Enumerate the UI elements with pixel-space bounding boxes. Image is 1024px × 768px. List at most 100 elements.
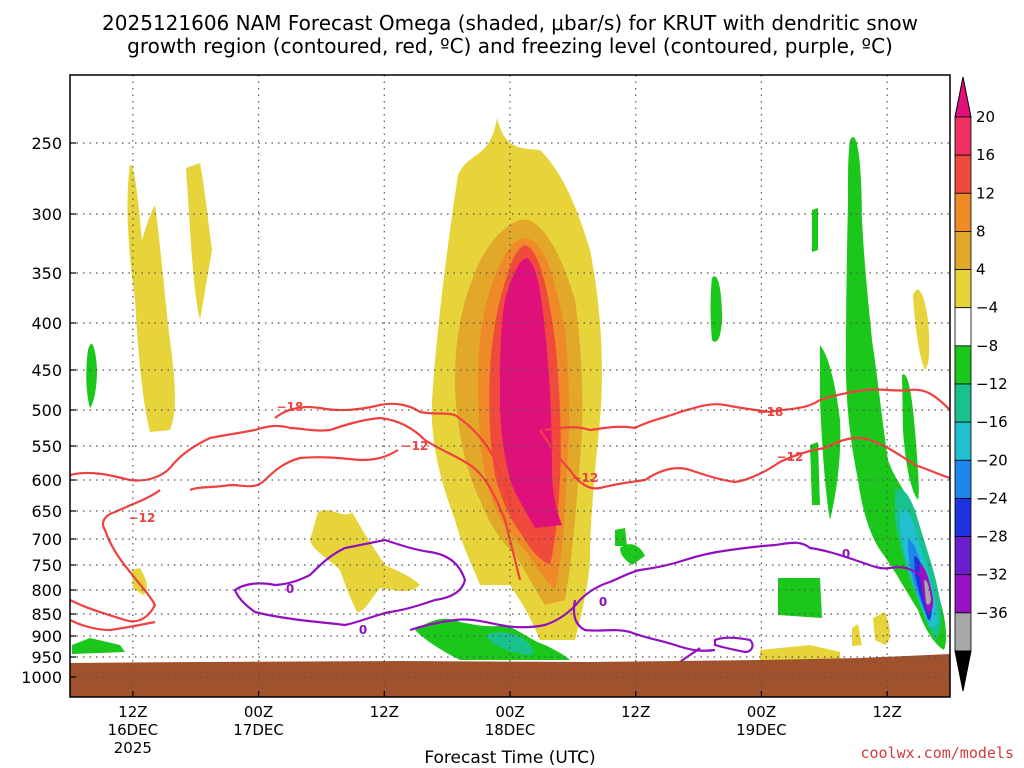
- colorbar-segment: [954, 192, 972, 232]
- omega-fill-neg4-r7: [902, 374, 919, 500]
- x-axis-label: Forecast Time (UTC): [424, 748, 595, 768]
- colorbar-segment: [954, 421, 972, 461]
- colorbar-level-label: 20: [976, 108, 995, 126]
- colorbar-segment: [954, 536, 972, 576]
- freezing-label-2: 0: [359, 623, 367, 637]
- omega-fill-4-left1: [127, 164, 175, 432]
- dgz-contour-minus12-left: [70, 424, 291, 482]
- omega-fill-neg4-r1: [710, 276, 722, 342]
- colorbar-level-label: 12: [976, 184, 995, 202]
- x-tick-label-date: 18DEC: [485, 721, 536, 739]
- colorbar-level-label: −28: [976, 528, 1008, 546]
- colorbar-level-label: −4: [976, 299, 998, 317]
- colorbar-level-label: 4: [976, 261, 986, 279]
- y-tick-label: 850: [31, 605, 62, 624]
- x-tick-label-year: 2025: [114, 739, 152, 757]
- y-tick-label: 550: [31, 437, 62, 456]
- ground-fill: [70, 654, 950, 697]
- dgz-contour-minus12-left2: [289, 416, 522, 581]
- colorbar-level-label: −24: [976, 489, 1008, 507]
- dgz-contour-minus18-right: [544, 388, 950, 432]
- colorbar-top-arrow: [954, 76, 972, 118]
- colorbar-level-label: −20: [976, 451, 1008, 469]
- dgz-label-1: −18: [277, 400, 304, 414]
- y-tick-label: 650: [31, 502, 62, 521]
- omega-fill-neg4-r6: [845, 137, 947, 650]
- dgz-contour-minus12-mid: [189, 449, 399, 492]
- y-tick-label: 300: [31, 205, 62, 224]
- colorbar-level-label: −16: [976, 413, 1008, 431]
- y-tick-label: 600: [31, 471, 62, 490]
- omega-fill-neg4-mid: [615, 528, 627, 546]
- dgz-contour-minus12-lowloop: [70, 489, 161, 623]
- freezing-contour-labels: 0 0 0 0: [286, 547, 850, 637]
- colorbar-segment: [954, 269, 972, 309]
- omega-fill-neg4-mid2: [620, 544, 645, 565]
- freezing-label-1: 0: [286, 582, 294, 596]
- omega-fill-neg8-surface: [485, 632, 533, 655]
- x-tick-label-time: 00Z: [495, 703, 524, 721]
- x-tick-label-date: 16DEC: [108, 721, 159, 739]
- plot-border: [69, 74, 951, 698]
- colorbar-segment: [954, 612, 972, 652]
- omega-fill-4-bottom: [760, 645, 840, 660]
- y-tick-label: 250: [31, 134, 62, 153]
- colorbar-bottom-arrow: [954, 650, 972, 692]
- colorbar-level-label: −12: [976, 375, 1008, 393]
- y-tick-label: 950: [31, 648, 62, 667]
- colorbar: 20 16 12 8 4 −4 −8 −12 −16 −20 −24 −28 −32 −36: [954, 76, 1008, 692]
- omega-fill-neg4-r4: [810, 442, 820, 505]
- omega-fill-neg4-r2: [812, 208, 818, 252]
- y-axis: 250 300 350 400 450 500 550 600 650 700 750 800 850 9…: [21, 134, 76, 687]
- chart-title-line1: 2025121606 NAM Forecast Omega (shaded, μ…: [102, 11, 918, 35]
- colorbar-segment: [954, 345, 972, 385]
- omega-fill-4-right3: [852, 624, 862, 646]
- omega-fill-4-left2: [186, 163, 212, 320]
- omega-fill-4-right2: [873, 612, 890, 645]
- colorbar-segment: [954, 459, 972, 499]
- omega-fill-neg4-r5: [820, 345, 841, 520]
- y-tick-label: 750: [31, 556, 62, 575]
- x-tick-label-date: 17DEC: [233, 721, 284, 739]
- freezing-contour-low3: [713, 636, 754, 654]
- colorbar-level-label: 16: [976, 146, 995, 164]
- omega-fill-neg4-left: [86, 343, 97, 408]
- freezing-contour-main: [233, 538, 467, 627]
- colorbar-segment: [954, 154, 972, 194]
- x-tick-label-time: 00Z: [747, 703, 776, 721]
- x-tick-label-date: 19DEC: [736, 721, 787, 739]
- omega-fill-neg4-lowleft: [72, 638, 125, 654]
- dgz-contour-labels: −18 −12 −12 −12 −12 −18: [129, 400, 804, 525]
- colorbar-level-label: −8: [976, 337, 998, 355]
- dgz-label-3: −12: [572, 471, 599, 485]
- y-tick-label: 400: [31, 314, 62, 333]
- y-tick-label: 450: [31, 361, 62, 380]
- x-tick-label-time: 12Z: [621, 703, 650, 721]
- x-tick-label-time: 00Z: [244, 703, 273, 721]
- x-tick-label-time: 12Z: [118, 703, 147, 721]
- dgz-label-6: −18: [757, 405, 784, 419]
- y-tick-label: 700: [31, 530, 62, 549]
- colorbar-level-label: −36: [976, 604, 1008, 622]
- freezing-contour-low4: [679, 647, 701, 663]
- colorbar-segment: [954, 231, 972, 270]
- colorbar-segment: [954, 574, 972, 614]
- dgz-label-2: −12: [402, 439, 429, 453]
- colorbar-level-label: −32: [976, 566, 1008, 584]
- freezing-contour-low2: [572, 599, 716, 652]
- credit-text: coolwx.com/models: [860, 744, 1014, 762]
- colorbar-segment: [954, 383, 972, 423]
- freezing-label-4: 0: [842, 547, 850, 561]
- dgz-label-5: −12: [777, 450, 804, 464]
- freezing-contour-lower: [409, 541, 926, 632]
- dgz-contour-minus18: [274, 402, 517, 521]
- colorbar-level-label: 8: [976, 222, 986, 240]
- dgz-contour-minus12-bottomloop: [70, 619, 156, 632]
- y-tick-label: 800: [31, 581, 62, 600]
- colorbar-segment: [954, 498, 972, 537]
- dgz-label-4: −12: [129, 511, 156, 525]
- y-tick-label: 1000: [21, 668, 62, 687]
- y-tick-label: 900: [31, 627, 62, 646]
